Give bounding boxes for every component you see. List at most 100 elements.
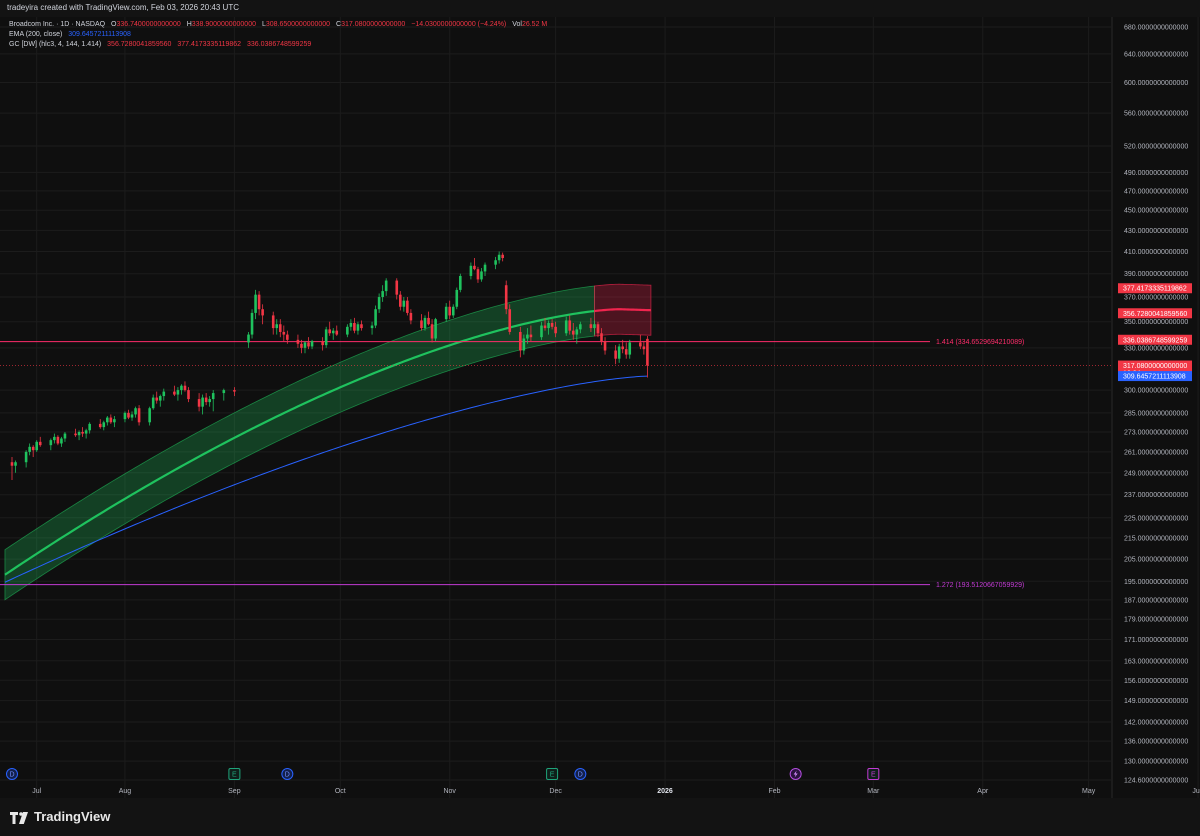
time-tick-label: Sep [228, 788, 241, 795]
price-label-text: 356.7280041859560 [1123, 311, 1187, 318]
earnings-marker-letter: E [550, 772, 555, 779]
candle-body [324, 329, 328, 346]
candle-body [233, 390, 236, 392]
price-tick-label: 249.0000000000000 [1124, 470, 1188, 477]
candle-body [459, 275, 462, 290]
candle-body [617, 346, 621, 359]
gc-center-line-red [594, 308, 651, 313]
candle-body [377, 297, 381, 310]
earnings-marker[interactable] [867, 768, 880, 780]
price-tick-label: 410.0000000000000 [1124, 249, 1188, 256]
price-tick-label: 163.0000000000000 [1124, 658, 1188, 665]
grid [0, 17, 1199, 798]
candle-body [180, 385, 183, 391]
dividend-marker[interactable] [281, 768, 294, 780]
price-label-box [1118, 371, 1192, 382]
chart-area[interactable]: 1.414 (334.6529694210089) 1.272 (193.5120… [0, 0, 1200, 798]
price-tick-label: 273.0000000000000 [1124, 429, 1188, 436]
time-tick-label: Jul [32, 788, 41, 795]
candle-body [540, 325, 543, 338]
time-tick-label: May [1082, 788, 1096, 795]
time-tick-label: Apr [977, 788, 989, 795]
candle-body [384, 280, 388, 292]
candle-body [173, 391, 176, 395]
price-tick-label: 124.6000000000000 [1124, 778, 1188, 785]
legend-high-label: H [186, 21, 192, 28]
chart-header-title: tradeyira created with TradingView.com, … [7, 3, 239, 12]
candle-body [14, 462, 17, 466]
price-tick-label: 640.0000000000000 [1124, 51, 1188, 58]
candle-body [247, 334, 250, 343]
price-tick-label: 490.0000000000000 [1124, 170, 1188, 177]
candle-body [38, 441, 42, 446]
candle-body [501, 254, 504, 259]
price-tick-label: 261.0000000000000 [1124, 449, 1188, 456]
candle-body [349, 322, 353, 327]
gc-center-line-green [4, 309, 595, 576]
legend-ema-label: EMA (200, close) [9, 31, 63, 38]
price-tick-label: 187.0000000000000 [1124, 597, 1188, 604]
legend-low-value: 308.6500000000000 [265, 21, 331, 28]
candle-body [130, 414, 134, 418]
price-tick-label: 285.0000000000000 [1124, 410, 1188, 417]
legend-gc-value-2: 377.4173335119862 [177, 41, 242, 48]
candle-body [568, 320, 572, 331]
candle-body [148, 408, 151, 423]
candle-body [162, 391, 166, 397]
time-tick-label: Oct [335, 788, 346, 795]
legend-symbol-row: Broadcom Inc. · 1D · NASDAQ O336.7400000… [9, 21, 551, 28]
dividend-marker[interactable] [6, 768, 18, 780]
candle-body [455, 289, 459, 307]
legend-ema-row[interactable]: EMA (200, close) 309.6457211113908 [9, 31, 135, 38]
candle-body [480, 271, 483, 280]
legend-close-value: 317.0800000000000 [341, 21, 406, 28]
candle-body [10, 462, 14, 466]
candle-body [356, 324, 360, 331]
candle-body [158, 396, 162, 401]
candle-body [430, 324, 434, 339]
tradingview-logo[interactable]: TradingView [10, 809, 110, 824]
legend-gc-row[interactable]: GC [DW] (hlc3, 4, 144, 1.414) 356.728004… [9, 41, 315, 48]
candle-body [296, 339, 300, 344]
candle-body [639, 342, 642, 347]
candle-body [300, 343, 303, 348]
candle-body [204, 397, 208, 403]
time-tick-label: Jun [1192, 788, 1200, 795]
candle-body [406, 300, 409, 313]
time-axis[interactable]: JulAugSepOctNovDec2026FebMarAprMayJunJul [32, 788, 1200, 795]
price-tick-label: 600.0000000000000 [1124, 80, 1188, 87]
price-label-box [1118, 283, 1192, 294]
legend-high-value: 338.9000000000000 [191, 21, 256, 28]
candle-body [123, 412, 127, 420]
price-tick-label: 350.0000000000000 [1124, 319, 1188, 326]
candle-body [53, 436, 56, 441]
dividend-marker[interactable] [574, 768, 587, 780]
price-tick-label: 450.0000000000000 [1124, 208, 1188, 215]
candle-body [28, 446, 31, 452]
candle-body [579, 324, 582, 330]
candle-body [346, 326, 349, 335]
price-tick-label: 136.0000000000000 [1124, 739, 1188, 746]
candle-body [102, 422, 106, 428]
candle-body [113, 419, 116, 423]
candle-body [331, 330, 335, 334]
earnings-marker[interactable] [228, 768, 241, 780]
candle-body [307, 342, 310, 347]
candle-body [575, 329, 579, 335]
legend-low: L308.6500000000000 [262, 21, 330, 28]
candle-body [423, 317, 427, 329]
candle-body [81, 431, 84, 434]
candle-body [628, 342, 632, 355]
candle-body [374, 309, 377, 326]
tradingview-logo-icon [10, 811, 30, 824]
price-label-text: 377.4173335119862 [1123, 286, 1187, 293]
price-axis[interactable]: 680.0000000000000 640.0000000000000 600.00… [1124, 25, 1188, 785]
candle-body [444, 306, 448, 320]
candle-body [275, 324, 279, 329]
legend-high: H338.9000000000000 [187, 21, 256, 28]
legend-symbol[interactable]: Broadcom Inc. · 1D · NASDAQ [9, 21, 106, 28]
price-tick-label: 430.0000000000000 [1124, 228, 1188, 235]
candles[interactable] [10, 251, 649, 480]
earnings-marker[interactable] [546, 768, 559, 780]
